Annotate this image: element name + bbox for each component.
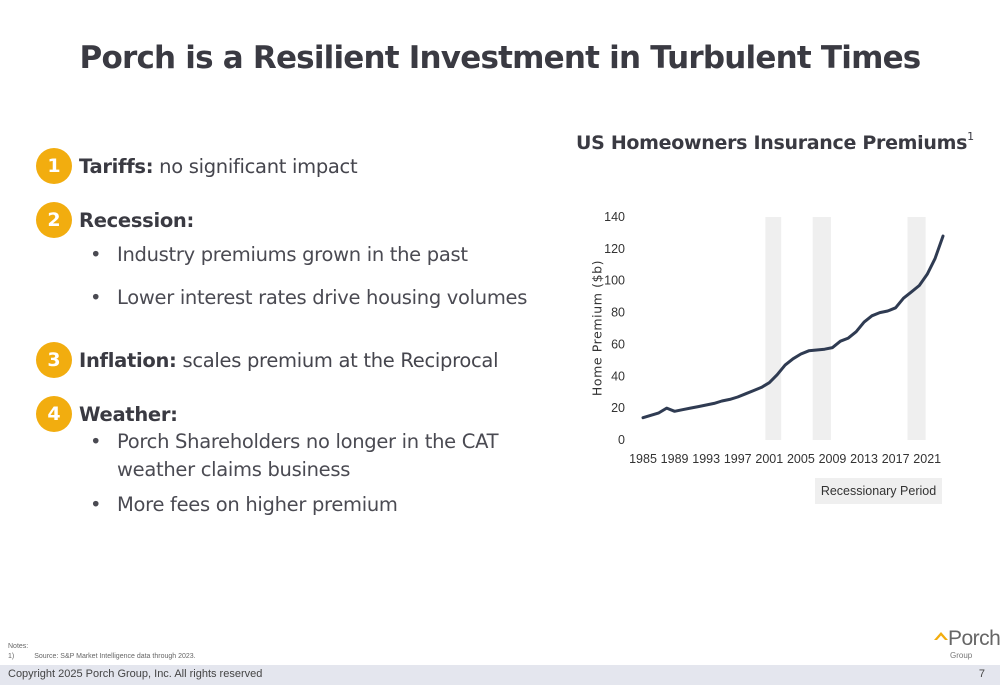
x-tick-label: 2021	[913, 452, 941, 466]
y-tick-label: 100	[604, 274, 625, 288]
bullet-text-continued: weather claims business	[117, 458, 351, 481]
point-2-heading: Recession:	[79, 208, 194, 232]
point-4-text: Weather:	[79, 403, 178, 426]
bullet-item: • Lower interest rates drive housing volu…	[90, 286, 528, 309]
bullet-item: • Industry premiums grown in the past	[90, 243, 468, 266]
series-line-1	[641, 234, 945, 420]
x-tick-label: 2009	[819, 452, 847, 466]
recession-band-3	[907, 217, 926, 440]
note-marker: 1)	[8, 653, 15, 660]
point-1-body: no significant impact	[153, 154, 358, 178]
point-3-body: scales premium at the Reciprocal	[176, 348, 499, 372]
x-tick-label: 1989	[661, 452, 689, 466]
point-3: 3 Inflation: scales premium at the Recip…	[36, 342, 498, 378]
bullet-item: • More fees on higher premium	[90, 493, 398, 516]
y-tick-label: 140	[604, 210, 625, 224]
point-1-text: Tariffs: no significant impact	[79, 154, 358, 178]
recession-legend: Recessionary Period	[815, 478, 942, 504]
y-tick-label: 120	[604, 242, 625, 256]
number-badge-4: 4	[36, 396, 72, 432]
x-tick-label: 2017	[882, 452, 910, 466]
recession-band-2	[812, 217, 831, 440]
point-2-text: Recession:	[79, 209, 194, 232]
point-1: 1 Tariffs: no significant impact	[36, 148, 358, 184]
chart-title: US Homeowners Insurance Premiums1	[576, 130, 974, 154]
point-3-heading: Inflation:	[79, 348, 177, 372]
bullet-text: Industry premiums grown in the past	[117, 243, 468, 266]
bullet-text: Lower interest rates drive housing volum…	[117, 286, 528, 309]
chart-title-text: US Homeowners Insurance Premiums	[576, 132, 968, 154]
bullet-text: More fees on higher premium	[117, 493, 398, 516]
y-tick-label: 0	[618, 433, 625, 447]
note-source: Source: S&P Market Intelligence data thr…	[34, 653, 196, 660]
y-tick-label: 40	[611, 369, 625, 383]
number-badge-2: 2	[36, 202, 72, 238]
point-3-text: Inflation: scales premium at the Recipro…	[79, 349, 498, 372]
y-tick-label: 60	[611, 337, 625, 351]
copyright-text: Copyright 2025 Porch Group, Inc. All rig…	[8, 668, 263, 680]
point-4-heading: Weather:	[79, 402, 178, 426]
recession-band-1	[765, 217, 782, 440]
notes: Notes: 1) Source: S&P Market Intelligence…	[8, 642, 196, 662]
bullet-item: • Porch Shareholders no longer in the CAT…	[90, 428, 499, 484]
point-2: 2 Recession:	[36, 202, 194, 238]
notes-line: 1) Source: S&P Market Intelligence data t…	[8, 652, 196, 662]
x-tick-label: 1997	[724, 452, 752, 466]
chart-title-footnote: 1	[967, 130, 974, 143]
logo-wordmark: Porch	[948, 627, 1000, 650]
y-tick-label: 80	[611, 306, 625, 320]
page-number: 7	[978, 668, 985, 680]
x-tick-label: 1993	[692, 452, 720, 466]
x-tick-label: 1985	[629, 452, 657, 466]
y-tick-label: 20	[611, 401, 625, 415]
bullet-text: Porch Shareholders no longer in the CAT	[117, 430, 499, 453]
number-badge-1: 1	[36, 148, 72, 184]
point-1-heading: Tariffs:	[79, 154, 154, 178]
notes-heading: Notes:	[8, 643, 29, 650]
x-tick-label: 2013	[850, 452, 878, 466]
number-badge-3: 3	[36, 342, 72, 378]
x-tick-label: 2001	[755, 452, 783, 466]
slide-title: Porch is a Resilient Investment in Turbu…	[79, 40, 922, 76]
footer-bar: Copyright 2025 Porch Group, Inc. All rig…	[0, 665, 1000, 685]
roof-icon	[934, 632, 948, 640]
logo-subtext: Group	[950, 651, 973, 660]
x-tick-label: 2005	[787, 452, 815, 466]
point-4: 4 Weather:	[36, 396, 178, 432]
porch-logo: Porch Group	[934, 627, 1000, 661]
